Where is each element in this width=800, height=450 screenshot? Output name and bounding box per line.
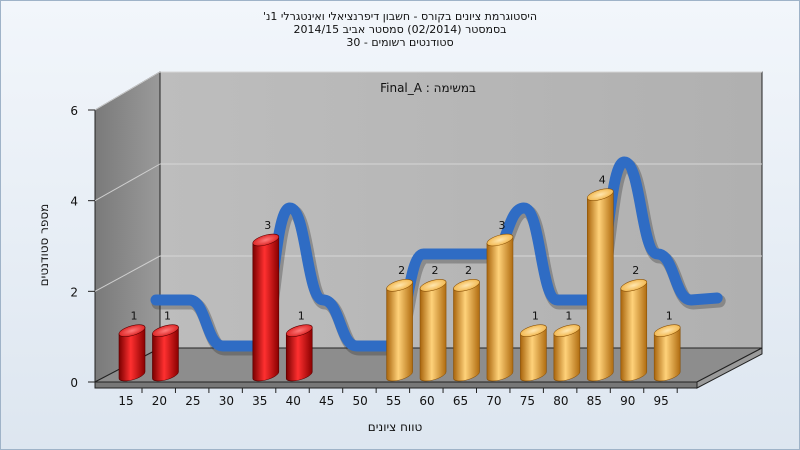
bar-data-label: 3 [264,219,271,232]
x-tick-label: 25 [185,394,200,408]
bar: 1 [152,309,179,382]
y-tick-label: 6 [70,104,78,118]
chart-title-line-1: היסטוגרמת ציונים בקורס - חשבון דיפרנציאל… [262,10,538,23]
bar-top [386,279,413,292]
x-tick-label: 45 [319,394,334,408]
bar-body [252,236,280,382]
bar-data-label: 2 [465,264,472,277]
bar-top [285,324,313,337]
bar: 1 [285,309,313,382]
bar-top [252,233,280,247]
bar-top [118,324,146,337]
bar-top [520,324,547,337]
x-tick-label: 55 [386,394,401,408]
x-tick-label: 85 [587,394,602,408]
x-tick-label: 75 [520,394,535,408]
bar-body [386,281,413,382]
bar-body [587,191,614,382]
grid-line-side [94,163,161,202]
bar: 1 [520,309,547,382]
bar-body [419,281,447,382]
bar: 1 [653,309,681,382]
x-tick-label: 95 [654,394,669,408]
bar: 2 [386,264,413,382]
bar-top [453,279,480,292]
bar-top [486,233,514,247]
bar-data-label: 2 [398,264,405,277]
bar-data-label: 3 [498,219,505,232]
x-tick-label: 35 [252,394,267,408]
x-tick-label: 50 [353,394,368,408]
chart-subtitle: במשימה : Final_A [380,81,476,95]
bar-data-label: 4 [599,173,606,186]
y-tick-label: 4 [70,195,78,209]
chart-title-block: היסטוגרמת ציונים בקורס - חשבון דיפרנציאל… [0,10,800,49]
bar-data-label: 1 [666,309,673,322]
bar: 3 [486,219,514,382]
bar-body [620,281,648,382]
bar-data-label: 2 [632,264,639,277]
bar: 2 [453,264,480,382]
bar: 2 [419,264,447,382]
bar-body [118,327,146,382]
chart-title-line-2: בסמסטר (02/2014) סמסטר אביב 2014/15 [293,23,507,36]
bar-body [486,236,514,382]
bar: 4 [586,173,614,382]
bar-top [586,188,614,201]
plot-floor-front-edge [94,381,698,389]
bar: 1 [553,309,581,382]
bar-data-label: 1 [298,309,305,322]
y-tick-label: 0 [70,376,78,390]
x-tick-label: 65 [453,394,468,408]
x-tick-label: 70 [486,394,501,408]
bar-data-label: 1 [565,309,572,322]
x-tick-label: 30 [219,394,234,408]
x-tick-label: 80 [553,394,568,408]
bar-top [419,279,447,292]
bars-group: 1 1 3 1 2 2 2 3 1 1 4 2 1 [118,173,681,382]
x-axis-title: טווח ציונים [368,420,423,434]
bar-body [520,327,547,382]
y-tick-label: 2 [70,285,78,299]
y-axis-title: מספר סטודנטים [37,204,51,287]
bar-top [152,324,179,337]
bar-body [653,327,681,382]
grid-line-side [94,255,161,292]
bar: 3 [252,219,280,382]
x-tick-label: 90 [620,394,635,408]
bar-top [620,279,648,292]
x-tick-label: 60 [419,394,434,408]
bar-top [653,324,681,337]
x-axis: 15 20 25 30 35 40 45 50 55 60 65 70 75 80 85 90 95 [118,388,678,408]
chart-title-line-3: סטודנטים רשומים - 30 [346,36,454,49]
x-tick-label: 15 [118,394,133,408]
bar-data-label: 2 [432,264,439,277]
bar: 1 [118,309,146,382]
plot-right-edge [696,347,763,389]
x-tick-label: 20 [152,394,167,408]
bar-data-label: 1 [131,309,138,322]
bar-data-label: 1 [164,309,171,322]
bar-data-label: 1 [532,309,539,322]
bar: 2 [620,264,648,382]
bar-top [553,324,581,337]
bar-body [453,281,480,382]
x-tick-label: 40 [286,394,301,408]
grid-line-side [94,71,161,111]
y-axis: 0 2 4 6 [70,104,95,390]
bar-body [553,327,581,382]
bar-body [285,327,313,382]
bar-body [152,327,179,382]
